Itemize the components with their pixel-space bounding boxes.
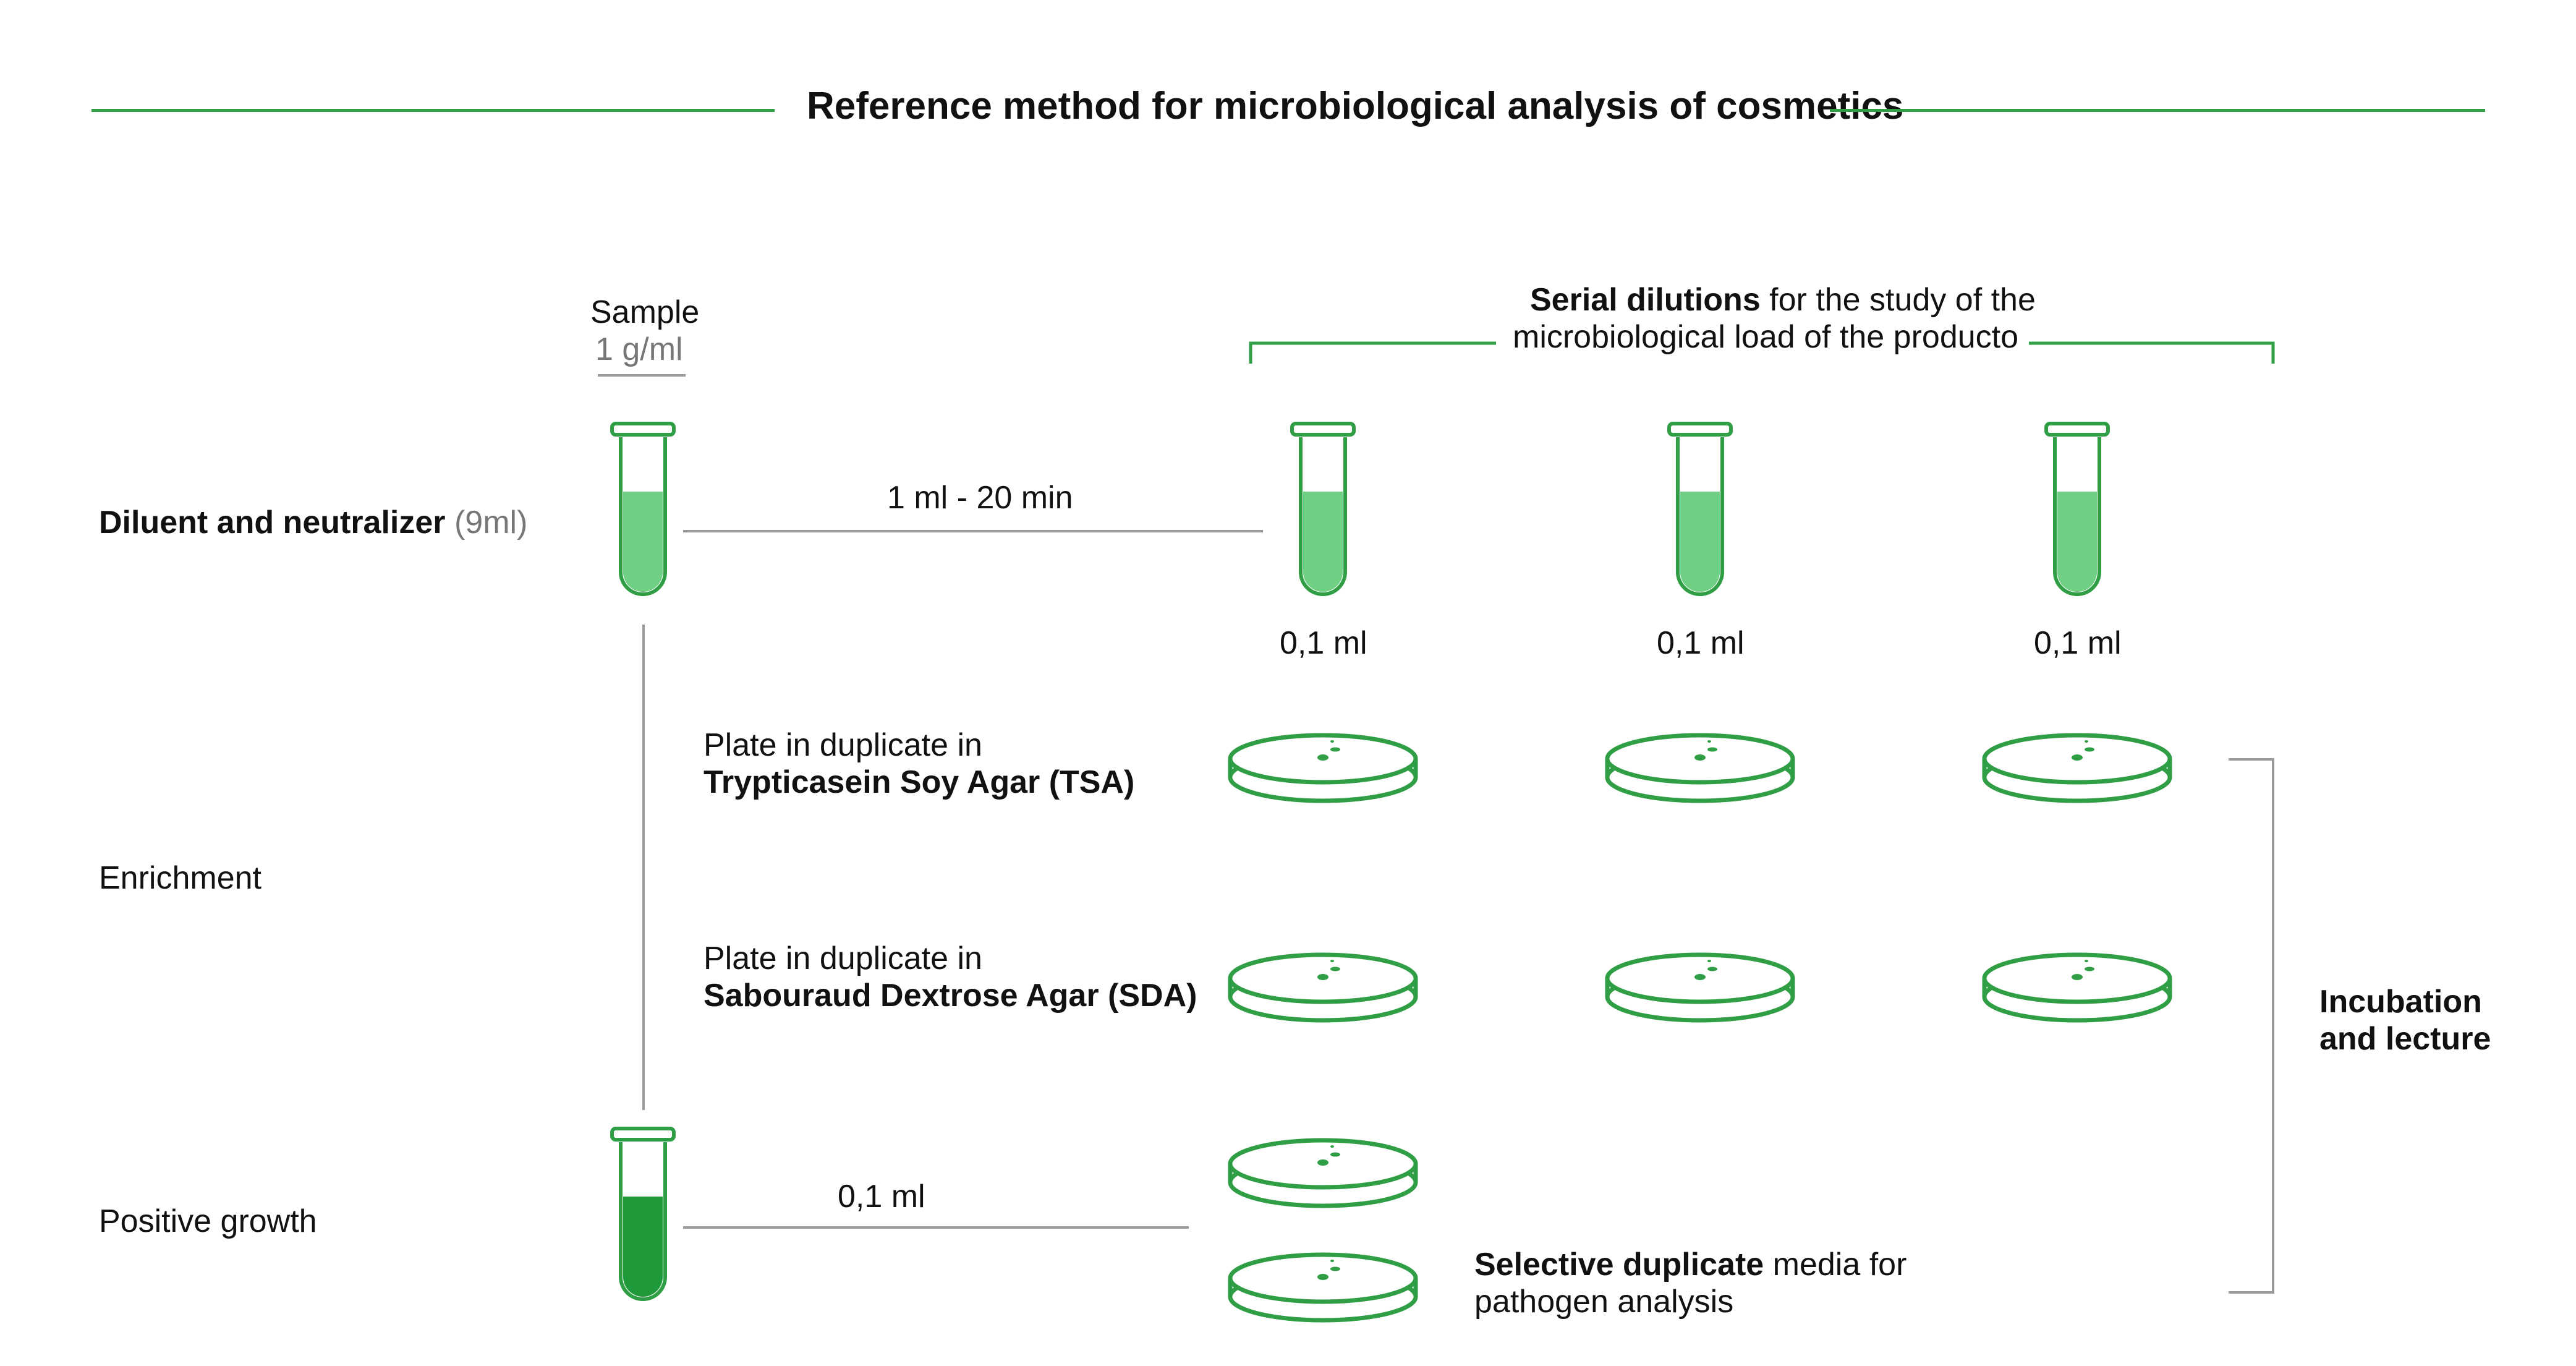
serial-dilutions-rest: for the study of the	[1760, 282, 2036, 318]
test-tube-icon	[2046, 424, 2108, 603]
sample-label: Sample	[590, 294, 700, 330]
dilution-volume-1: 0,1 ml	[1280, 625, 1367, 661]
incubation-bracket	[2229, 758, 2274, 1294]
petri-dish-icon	[1230, 1252, 1416, 1320]
row-label-diluent: Diluent and neutralizer (9ml)	[99, 504, 527, 541]
petri-dish-icon	[1230, 952, 1416, 1020]
petri-dish-icon	[1607, 733, 1793, 801]
sample-underline	[598, 374, 686, 377]
incubation-line2: and lecture	[2319, 1021, 2491, 1057]
dilution-volume-2: 0,1 ml	[1657, 625, 1745, 661]
tsa-line1: Plate in duplicate in	[704, 727, 982, 763]
sample-concentration: 1 g/ml	[595, 331, 683, 367]
petri-dish-icon	[1984, 952, 2170, 1020]
sda-line2: Sabouraud Dextrose Agar (SDA)	[704, 978, 1197, 1014]
sda-line1: Plate in duplicate in	[704, 941, 982, 976]
row-label-enrichment: Enrichment	[99, 860, 261, 896]
petri-dish-icon	[1230, 1138, 1416, 1206]
petri-dish-icon	[1230, 733, 1416, 801]
transfer-label-2: 0,1 ml	[838, 1179, 925, 1214]
row-label-positive-growth: Positive growth	[99, 1203, 317, 1239]
dilution-volume-3: 0,1 ml	[2034, 625, 2122, 661]
page-title: Reference method for microbiological ana…	[807, 85, 1904, 127]
petri-dish-icon	[1984, 733, 2170, 801]
selective-rest: media for	[1764, 1247, 1907, 1283]
test-tube-icon	[612, 1129, 674, 1308]
test-tube-icon	[1292, 424, 1354, 603]
title-rule-right	[1830, 109, 2485, 112]
serial-dilutions-line1: Serial dilutions for the study of the	[1530, 281, 2036, 318]
diluent-bold: Diluent and neutralizer	[99, 505, 446, 540]
selective-bold: Selective duplicate	[1474, 1247, 1764, 1283]
serial-dilutions-bracket	[1249, 341, 2275, 364]
test-tube-icon	[1669, 424, 1731, 603]
serial-dilutions-bold: Serial dilutions	[1530, 282, 1761, 318]
title-rule-left	[91, 109, 775, 112]
transfer-label-1: 1 ml - 20 min	[887, 480, 1073, 516]
petri-dish-icon	[1607, 952, 1793, 1020]
test-tube-icon	[612, 424, 674, 603]
selective-line1: Selective duplicate media for	[1474, 1246, 1906, 1283]
selective-line2: pathogen analysis	[1474, 1284, 1734, 1320]
tsa-line2: Trypticasein Soy Agar (TSA)	[704, 764, 1135, 800]
vertical-connector	[642, 625, 645, 1110]
transfer-line-1	[683, 530, 1263, 532]
diluent-volume: (9ml)	[445, 505, 528, 540]
incubation-line1: Incubation	[2319, 984, 2482, 1020]
transfer-line-2	[683, 1226, 1189, 1229]
serial-dilutions-line2: microbiological load of the producto	[1513, 319, 2019, 355]
